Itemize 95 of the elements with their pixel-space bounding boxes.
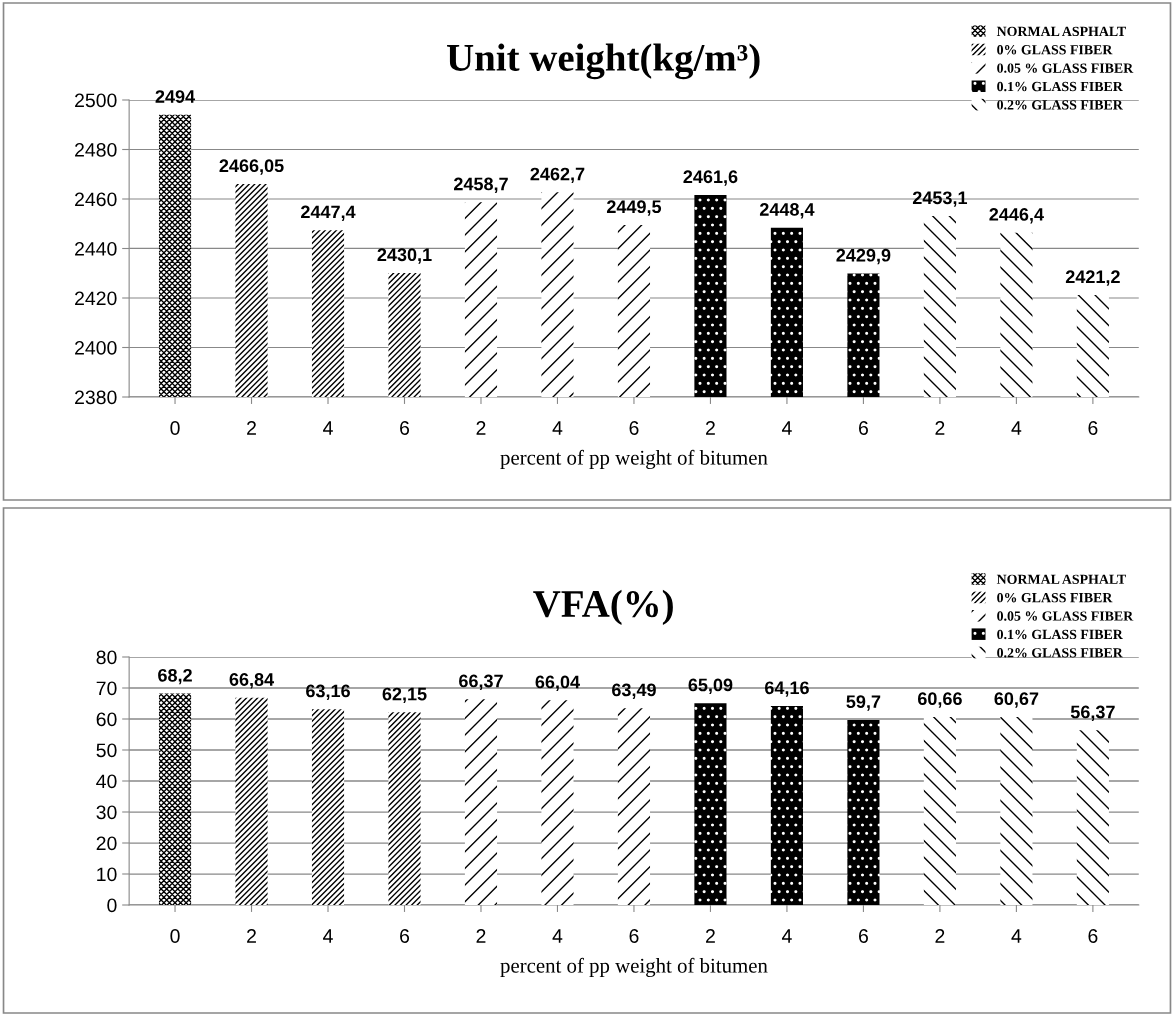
y-tick-label: 2460 (75, 192, 117, 207)
data-label: 56,37 (1070, 705, 1115, 721)
data-label: 2449,5 (606, 200, 662, 216)
x-tick-label: 4 (781, 929, 792, 943)
y-tick-label: 0 (107, 898, 117, 913)
x-tick-label: 4 (781, 421, 792, 435)
y-tick-label: 80 (96, 650, 117, 665)
x-tick-label: 2 (706, 929, 715, 943)
x-tick-label: 2 (247, 421, 256, 435)
x-tick-label: 2 (476, 421, 486, 435)
x-tick-label: 0 (170, 421, 180, 435)
data-label: 60,67 (994, 692, 1039, 708)
y-tick-label: 70 (96, 681, 117, 696)
x-tick-label: 4 (1011, 421, 1022, 435)
data-label: 2421,2 (1065, 270, 1120, 286)
y-tick-label: 40 (96, 774, 117, 789)
bar (1076, 730, 1109, 905)
legend-label: 0.1% GLASS FIBER (997, 629, 1123, 640)
x-tick-label: 2 (247, 929, 256, 943)
data-label: 60,66 (917, 692, 962, 708)
x-axis-title: percent of pp weight of bitumen (500, 957, 768, 978)
x-tick-label: 4 (552, 421, 563, 435)
data-label: 2494 (155, 90, 196, 103)
legend-label: NORMAL ASPHALT (996, 26, 1126, 37)
legend-label: 0.1% GLASS FIBER (997, 81, 1123, 92)
legend-label: 0% GLASS FIBER (997, 45, 1113, 55)
data-label: 2448,4 (759, 203, 815, 219)
data-label: 63,16 (306, 684, 350, 700)
x-tick-label: 2 (476, 929, 486, 943)
x-tick-label: 6 (859, 421, 868, 435)
chart-title: VFA(%) (533, 589, 673, 626)
legend-label: 0.2% GLASS FIBER (997, 100, 1123, 110)
legend-label: 0.05 % GLASS FIBER (997, 63, 1134, 73)
bar (617, 708, 651, 905)
data-label: 59,7 (846, 695, 881, 711)
data-label: 64,16 (765, 681, 809, 697)
legend-label: 0.2% GLASS FIBER (997, 648, 1123, 658)
data-label: 2462,7 (530, 167, 585, 184)
data-label: 2453,1 (912, 191, 968, 207)
y-tick-label: 60 (96, 712, 117, 727)
legend-label: 0% GLASS FIBER (997, 592, 1113, 603)
legend-label: NORMAL ASPHALT (996, 574, 1126, 584)
y-tick-label: 10 (97, 867, 117, 882)
y-tick-label: 20 (96, 836, 117, 851)
x-tick-label: 6 (400, 929, 410, 943)
y-tick-label: 50 (96, 743, 117, 758)
data-label: 68,2 (158, 668, 192, 685)
data-label: 2461,6 (683, 170, 738, 186)
bar (235, 697, 268, 905)
x-tick-label: 2 (935, 929, 945, 943)
data-label: 2447,4 (301, 205, 356, 221)
data-label: 66,37 (459, 674, 503, 690)
y-tick-label: 2480 (75, 142, 117, 157)
x-axis-title: percent of pp weight of bitumen (500, 449, 768, 470)
bar (541, 700, 574, 905)
data-label: 2446,4 (989, 207, 1044, 224)
bar (464, 699, 498, 905)
bar (847, 719, 880, 905)
data-label: 65,09 (688, 678, 733, 694)
data-label: 2466,05 (219, 159, 284, 175)
x-tick-label: 2 (706, 421, 715, 435)
bar (311, 709, 345, 905)
data-label: 63,49 (612, 683, 656, 699)
data-label: 2458,7 (454, 177, 508, 193)
bar (388, 712, 421, 905)
bar (923, 716, 956, 905)
bar (1000, 716, 1033, 905)
x-tick-label: 4 (323, 929, 333, 943)
x-tick-label: 2 (935, 421, 945, 435)
y-tick-label: 2400 (75, 340, 117, 355)
x-tick-label: 6 (1088, 929, 1098, 943)
y-tick-label: 2380 (75, 390, 117, 405)
chart-title: Unit weight(kg/m³) (447, 43, 760, 80)
bar (770, 706, 803, 905)
y-tick-label: 2440 (75, 241, 117, 256)
data-label: 2430,1 (377, 248, 432, 264)
x-tick-label: 4 (552, 929, 563, 943)
y-tick-label: 2420 (75, 291, 117, 306)
y-tick-label: 2500 (75, 93, 117, 108)
data-label: 2429,9 (836, 248, 891, 265)
x-tick-label: 4 (323, 421, 333, 435)
data-label: 66,84 (229, 673, 275, 689)
y-tick-label: 30 (96, 805, 117, 820)
legend-label: 0.05 % GLASS FIBER (997, 611, 1134, 621)
x-tick-label: 6 (400, 421, 410, 435)
x-tick-label: 0 (170, 929, 180, 943)
bar (158, 693, 192, 905)
data-label: 66,04 (535, 675, 580, 691)
data-label: 62,15 (382, 687, 427, 704)
x-tick-label: 4 (1011, 929, 1022, 943)
bar (694, 703, 727, 905)
x-tick-label: 6 (859, 929, 868, 943)
x-tick-label: 6 (629, 421, 639, 435)
x-tick-label: 6 (1088, 421, 1098, 435)
x-tick-label: 6 (629, 929, 639, 943)
